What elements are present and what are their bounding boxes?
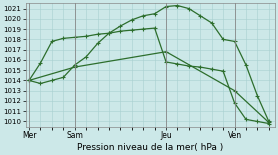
X-axis label: Pression niveau de la mer( hPa ): Pression niveau de la mer( hPa ) [77,143,223,152]
